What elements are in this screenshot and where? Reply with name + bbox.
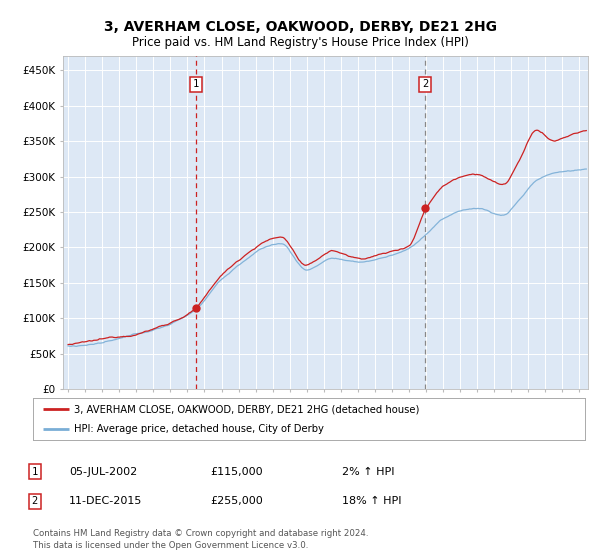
Text: 3, AVERHAM CLOSE, OAKWOOD, DERBY, DE21 2HG (detached house): 3, AVERHAM CLOSE, OAKWOOD, DERBY, DE21 2… — [74, 404, 420, 414]
Text: 1: 1 — [32, 466, 38, 477]
Text: Price paid vs. HM Land Registry's House Price Index (HPI): Price paid vs. HM Land Registry's House … — [131, 36, 469, 49]
Text: 18% ↑ HPI: 18% ↑ HPI — [342, 496, 401, 506]
Text: HPI: Average price, detached house, City of Derby: HPI: Average price, detached house, City… — [74, 424, 324, 434]
Text: £115,000: £115,000 — [210, 466, 263, 477]
Text: 1: 1 — [193, 80, 199, 90]
Text: 05-JUL-2002: 05-JUL-2002 — [69, 466, 137, 477]
Text: 11-DEC-2015: 11-DEC-2015 — [69, 496, 142, 506]
Text: 2: 2 — [32, 496, 38, 506]
Text: £255,000: £255,000 — [210, 496, 263, 506]
Text: Contains HM Land Registry data © Crown copyright and database right 2024.: Contains HM Land Registry data © Crown c… — [33, 529, 368, 538]
Text: 2% ↑ HPI: 2% ↑ HPI — [342, 466, 395, 477]
Text: 2: 2 — [422, 80, 428, 90]
Text: This data is licensed under the Open Government Licence v3.0.: This data is licensed under the Open Gov… — [33, 542, 308, 550]
Text: 3, AVERHAM CLOSE, OAKWOOD, DERBY, DE21 2HG: 3, AVERHAM CLOSE, OAKWOOD, DERBY, DE21 2… — [104, 20, 497, 34]
